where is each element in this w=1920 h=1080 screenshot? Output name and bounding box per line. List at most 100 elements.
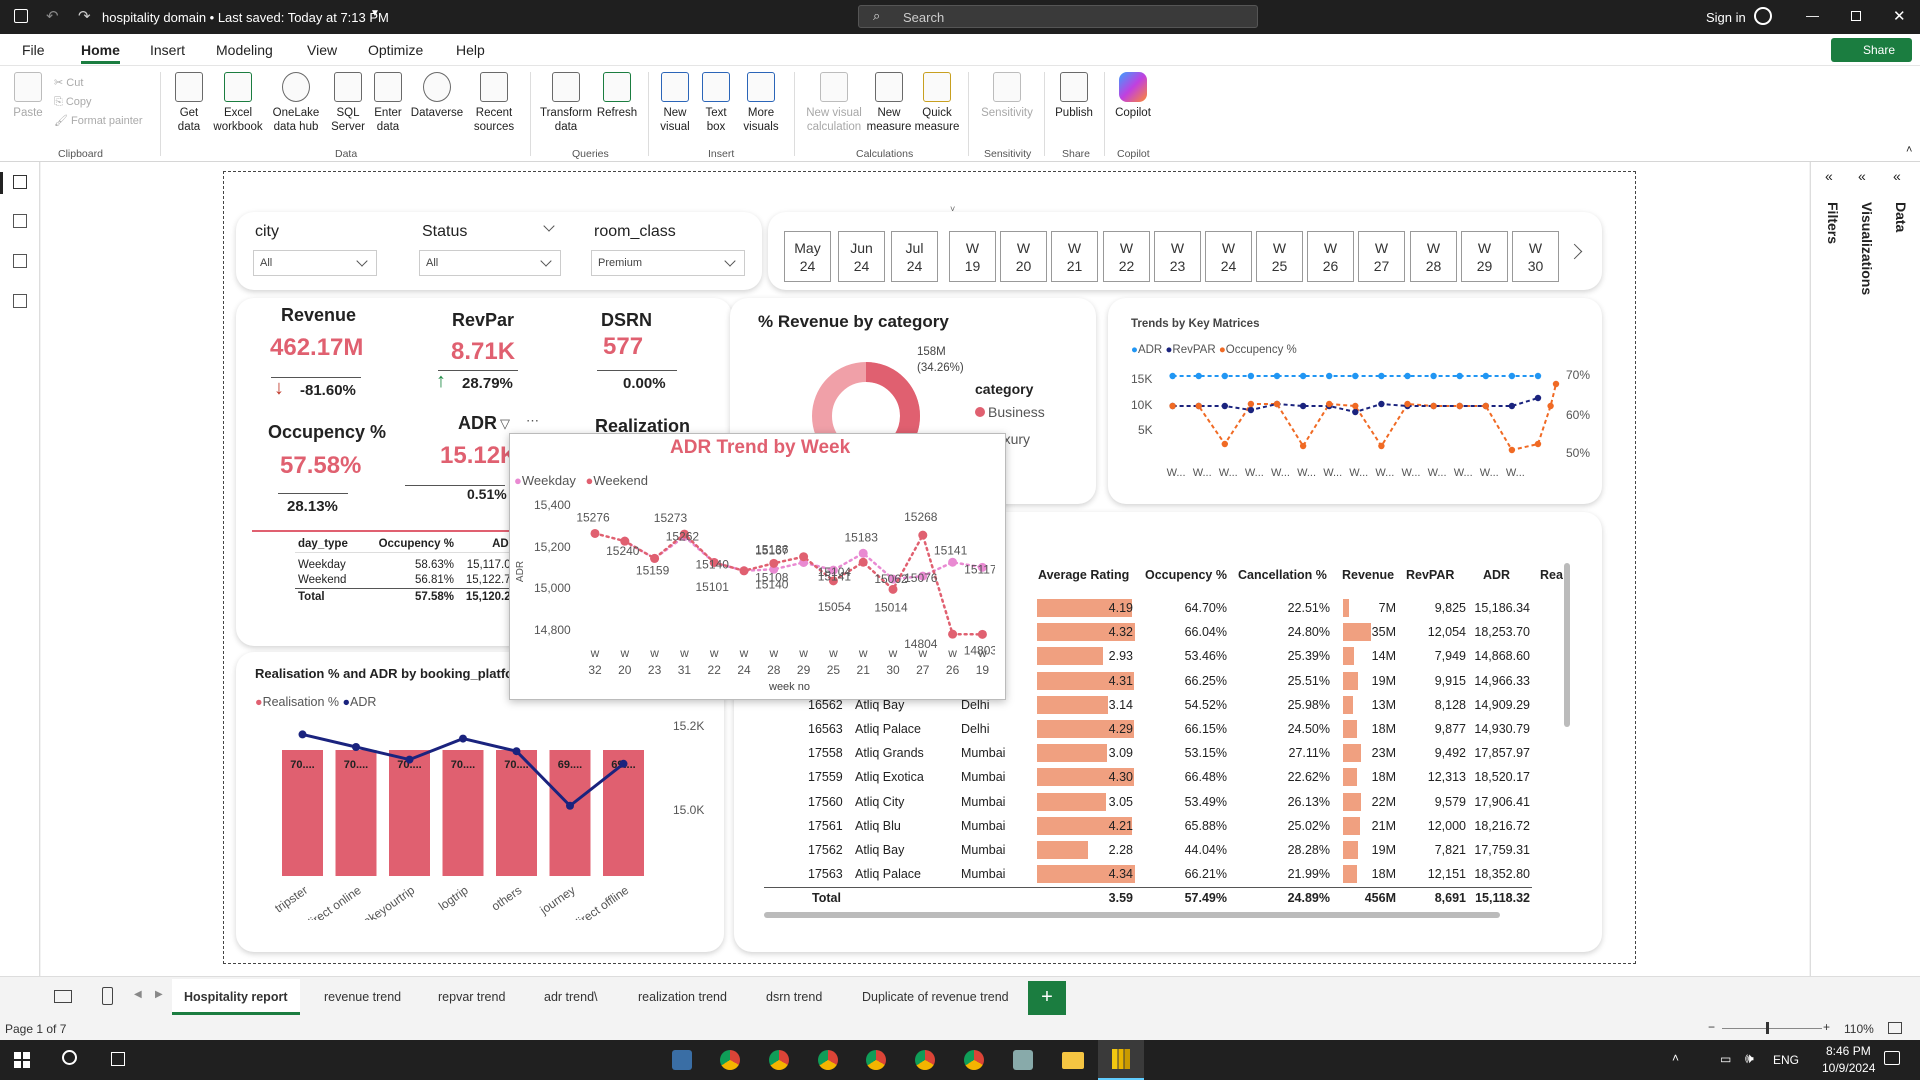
adr-point[interactable] [948,557,958,567]
legend-realisation[interactable]: Realisation % [262,695,339,709]
legend-weekday[interactable]: Weekday [521,473,576,488]
adr-point[interactable] [352,743,360,751]
occupancy-point[interactable] [1221,440,1228,448]
occupancy-point[interactable] [1378,442,1385,450]
minimize-icon[interactable]: — [1806,8,1819,23]
account-icon[interactable] [1754,7,1772,25]
recent-sources-button[interactable]: Recent sources [464,72,524,134]
adr-point[interactable] [1482,372,1489,380]
adr-point[interactable] [1299,372,1307,380]
chrome-icon[interactable] [818,1050,838,1070]
more-visuals-button[interactable]: More visuals [736,72,786,134]
realisation-bar[interactable] [282,750,323,876]
adr-point[interactable] [799,552,809,562]
week-slicer-item[interactable]: W 28 [1410,231,1457,282]
week-slicer-item[interactable]: W 27 [1358,231,1405,282]
adr-point[interactable] [948,629,958,639]
horizontal-scrollbar[interactable] [764,912,1500,918]
table-header[interactable]: Cancellation % [1238,568,1327,582]
format-painter-button[interactable]: 🖌 Format painter [54,115,143,127]
chrome-icon[interactable] [964,1050,984,1070]
week-slicer-item[interactable]: W 26 [1307,231,1354,282]
page-tab[interactable]: repvar trend [438,990,506,1004]
occupancy-point[interactable] [1326,400,1333,408]
occupancy-point[interactable] [1508,446,1516,454]
occupancy-point[interactable] [1273,400,1281,408]
desktop-layout-icon[interactable] [54,990,72,1003]
page-tab[interactable]: Hospitality report [172,979,300,1015]
tab-modeling[interactable]: Modeling [216,42,273,58]
realisation-bar[interactable] [496,750,537,876]
report-view-icon[interactable] [0,172,3,194]
restore-icon[interactable] [1851,11,1861,21]
clock-time[interactable]: 8:46 PM [1826,1044,1871,1058]
scroll-left-icon[interactable]: ◀ [134,989,142,1000]
tab-insert[interactable]: Insert [150,42,186,58]
adr-point[interactable] [1378,372,1385,380]
redo-icon[interactable]: ↷ [78,8,91,25]
new-visual-calculation-button[interactable]: New visual calculation [800,72,868,134]
occupancy-point[interactable] [1352,402,1359,410]
network-icon[interactable]: ▭ [1720,1052,1732,1066]
new-visual-button[interactable]: New visual [656,72,694,134]
mobile-layout-icon[interactable] [102,987,113,1005]
realisation-bar[interactable] [389,750,430,876]
legend-adr[interactable]: ADR [1137,344,1163,356]
filters-pane-tab[interactable]: Filters [1825,202,1841,244]
adr-point[interactable] [828,576,838,586]
search-input[interactable]: ⌕ Search [858,5,1258,28]
adr-point[interactable] [679,529,689,539]
save-icon[interactable] [14,9,28,23]
chrome-icon[interactable] [720,1050,740,1070]
room-class-dropdown[interactable]: Premium [591,250,745,276]
enter-data-button[interactable]: Enter data [370,72,406,134]
adr-point[interactable] [566,801,574,810]
status-dropdown[interactable]: All [419,250,561,276]
realisation-bar[interactable] [335,750,377,876]
table-header[interactable]: Occupency % [1145,568,1227,582]
revpar-point[interactable] [1378,400,1385,408]
windows-start-icon[interactable] [14,1052,30,1068]
adr-point[interactable] [620,536,630,546]
table-header[interactable]: Occupency % [378,538,454,550]
paste-button[interactable]: Paste [10,72,46,120]
page-tab[interactable]: revenue trend [324,990,402,1004]
tab-home[interactable]: Home [81,42,120,64]
week-slicer-item[interactable]: May 24 [784,231,831,282]
collapse-data-icon[interactable]: « [1893,168,1901,184]
week-slicer-item[interactable]: W 30 [1512,231,1559,282]
occupancy-point[interactable] [1247,400,1255,408]
chrome-icon[interactable] [915,1050,935,1070]
refresh-button[interactable]: Refresh [596,72,638,120]
realisation-bar[interactable] [442,750,484,876]
dataverse-button[interactable]: Dataverse [408,72,466,120]
occupancy-point[interactable] [1534,440,1542,448]
page-tab[interactable]: realization trend [638,990,727,1004]
filter-icon[interactable]: ▽ [500,416,510,431]
model-view-icon[interactable] [13,254,27,268]
adr-point[interactable] [1326,372,1333,380]
occupancy-point[interactable] [1547,402,1554,410]
week-slicer-item[interactable]: W 23 [1154,231,1201,282]
legend-weekend[interactable]: Weekend [593,473,648,488]
sql-server-button[interactable]: SQL Server [328,72,368,134]
cut-button[interactable]: ✂ Cut [54,77,84,89]
collapse-ribbon-icon[interactable]: ˄ [1906,144,1913,156]
adr-point[interactable] [459,734,467,743]
adr-point[interactable] [1247,372,1255,380]
transform-data-button[interactable]: Transform data [536,72,596,134]
adr-point[interactable] [977,629,987,639]
revpar-point[interactable] [1508,402,1516,410]
report-view-button[interactable] [13,175,27,189]
table-header[interactable]: Rea [1540,568,1563,582]
app-icon[interactable] [672,1050,692,1070]
table-header[interactable]: day_type [298,538,348,550]
adr-point[interactable] [888,584,898,594]
close-icon[interactable]: ✕ [1893,8,1906,25]
clock-date[interactable]: 10/9/2024 [1822,1061,1876,1075]
occupancy-point[interactable] [1482,402,1489,410]
visualizations-pane-tab[interactable]: Visualizations [1859,202,1875,295]
zoom-slider-thumb[interactable] [1766,1022,1769,1034]
tab-file[interactable]: File [22,42,45,58]
week-slicer-item[interactable]: W 22 [1103,231,1150,282]
